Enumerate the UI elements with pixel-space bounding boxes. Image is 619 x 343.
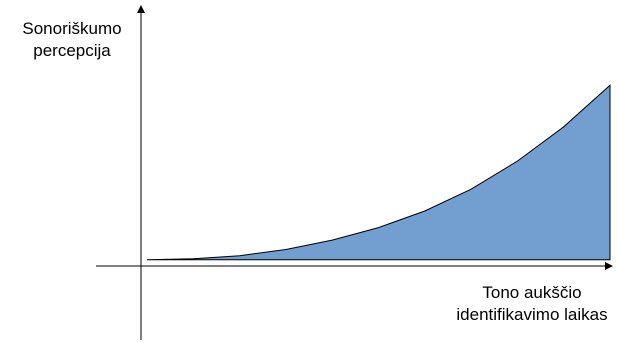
area-series-0 — [147, 85, 610, 260]
y-axis-label-line-1: Sonoriškumo — [4, 18, 140, 40]
area-layer — [147, 85, 610, 260]
x-axis-label-line-1: Tono aukščio — [446, 282, 618, 304]
y-axis-label: Sonoriškumo percepcija — [4, 18, 140, 62]
x-axis-label: Tono aukščio identifikavimo laikas — [446, 282, 618, 326]
x-axis-label-line-2: identifikavimo laikas — [446, 304, 618, 326]
y-axis-label-line-2: percepcija — [4, 40, 140, 62]
